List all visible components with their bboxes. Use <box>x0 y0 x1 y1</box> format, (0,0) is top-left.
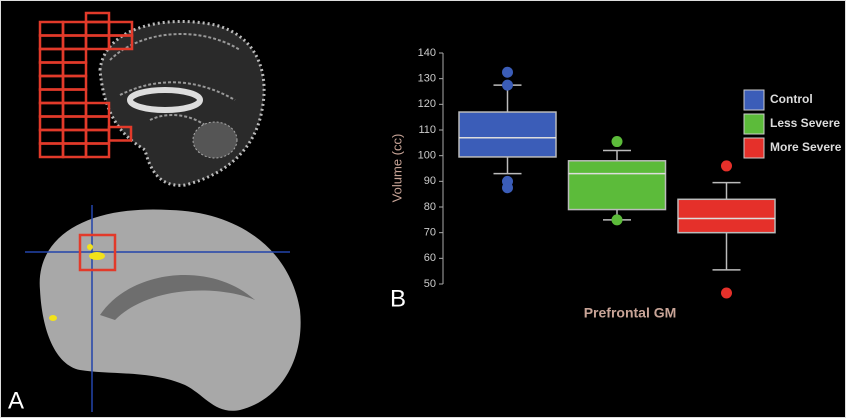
cerebellum <box>193 122 237 158</box>
legend-swatch <box>744 114 764 134</box>
panel-label: B <box>390 285 406 312</box>
y-tick-label: 130 <box>418 73 436 85</box>
y-tick-label: 70 <box>424 227 436 239</box>
outlier <box>502 67 513 78</box>
box <box>678 199 775 232</box>
box <box>459 112 556 157</box>
outlier <box>502 80 513 91</box>
y-tick-label: 140 <box>418 47 436 59</box>
y-tick-label: 60 <box>424 252 436 264</box>
activation <box>87 244 93 250</box>
outlier <box>502 182 513 193</box>
legend-swatch <box>744 138 764 158</box>
y-tick-label: 120 <box>418 98 436 110</box>
figure: A B Volume (cc) Prefrontal GM 50 60 70 80 90… <box>0 0 846 418</box>
y-tick-label: 50 <box>424 278 436 290</box>
y-tick-label: 80 <box>424 201 436 213</box>
legend-label: Less Severe <box>770 116 840 130</box>
legend-label: Control <box>770 92 813 106</box>
page: A B Volume (cc) Prefrontal GM 50 60 70 80 90… <box>0 0 846 418</box>
y-tick-label: 90 <box>424 175 436 187</box>
outlier <box>612 136 623 147</box>
panel-label: A <box>8 387 24 414</box>
y-tick-label: 100 <box>418 150 436 162</box>
y-tick-label: 110 <box>418 124 436 136</box>
x-axis-label: Prefrontal GM <box>584 305 677 321</box>
activation <box>49 315 57 321</box>
box <box>569 161 666 210</box>
outlier <box>721 160 732 171</box>
activation <box>89 252 105 260</box>
legend-label: More Severe <box>770 140 842 154</box>
y-axis-label: Volume (cc) <box>389 134 404 203</box>
legend-swatch <box>744 90 764 110</box>
outlier <box>612 214 623 225</box>
outlier <box>721 287 732 298</box>
